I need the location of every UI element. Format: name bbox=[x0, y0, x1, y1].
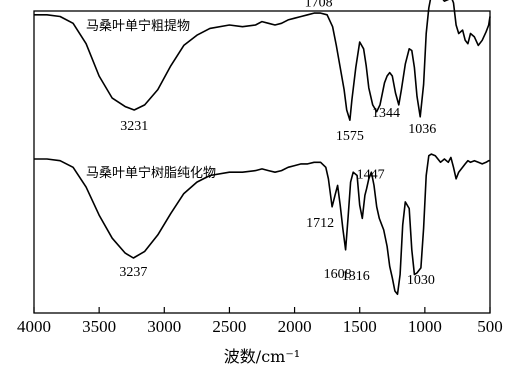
x-tick-label: 500 bbox=[477, 317, 503, 336]
peak-label: 1344 bbox=[372, 106, 400, 121]
peak-label: 1030 bbox=[407, 273, 435, 288]
peak-label: 1036 bbox=[408, 122, 436, 137]
peak-label: 1316 bbox=[342, 269, 370, 284]
x-tick-label: 2500 bbox=[212, 317, 246, 336]
peak-labels-layer: 3231 1708 1575 1344 1036 3237 1712 1608 1447 1316… bbox=[119, 0, 436, 288]
x-axis-label: 波数/cm⁻¹ bbox=[224, 347, 300, 366]
x-tick-label: 2000 bbox=[278, 317, 312, 336]
peak-label: 1575 bbox=[336, 129, 364, 144]
peak-label: 3231 bbox=[120, 119, 148, 134]
peak-label: 1447 bbox=[357, 168, 385, 183]
peak-label: 3237 bbox=[119, 265, 147, 280]
x-tick-label: 1000 bbox=[408, 317, 442, 336]
x-tick-label: 3500 bbox=[82, 317, 116, 336]
x-tick-label: 3000 bbox=[147, 317, 181, 336]
peak-label: 1708 bbox=[305, 0, 333, 11]
series-line-crude-extract bbox=[34, 0, 491, 121]
peak-label: 1608 bbox=[324, 267, 352, 282]
spectra-layer bbox=[34, 0, 491, 296]
peak-label: 1712 bbox=[306, 216, 334, 231]
plot-frame bbox=[33, 10, 491, 314]
series-name-crude-extract: 马桑叶单宁粗提物 bbox=[86, 18, 190, 34]
series-line-resin-purified bbox=[34, 153, 490, 296]
x-axis-ticks: 4000 3500 3000 2500 2000 1500 1000 500 bbox=[17, 307, 503, 336]
x-tick-label: 4000 bbox=[17, 317, 51, 336]
series-name-resin-purified: 马桑叶单宁树脂纯化物 bbox=[86, 165, 216, 181]
x-tick-label: 1500 bbox=[343, 317, 377, 336]
